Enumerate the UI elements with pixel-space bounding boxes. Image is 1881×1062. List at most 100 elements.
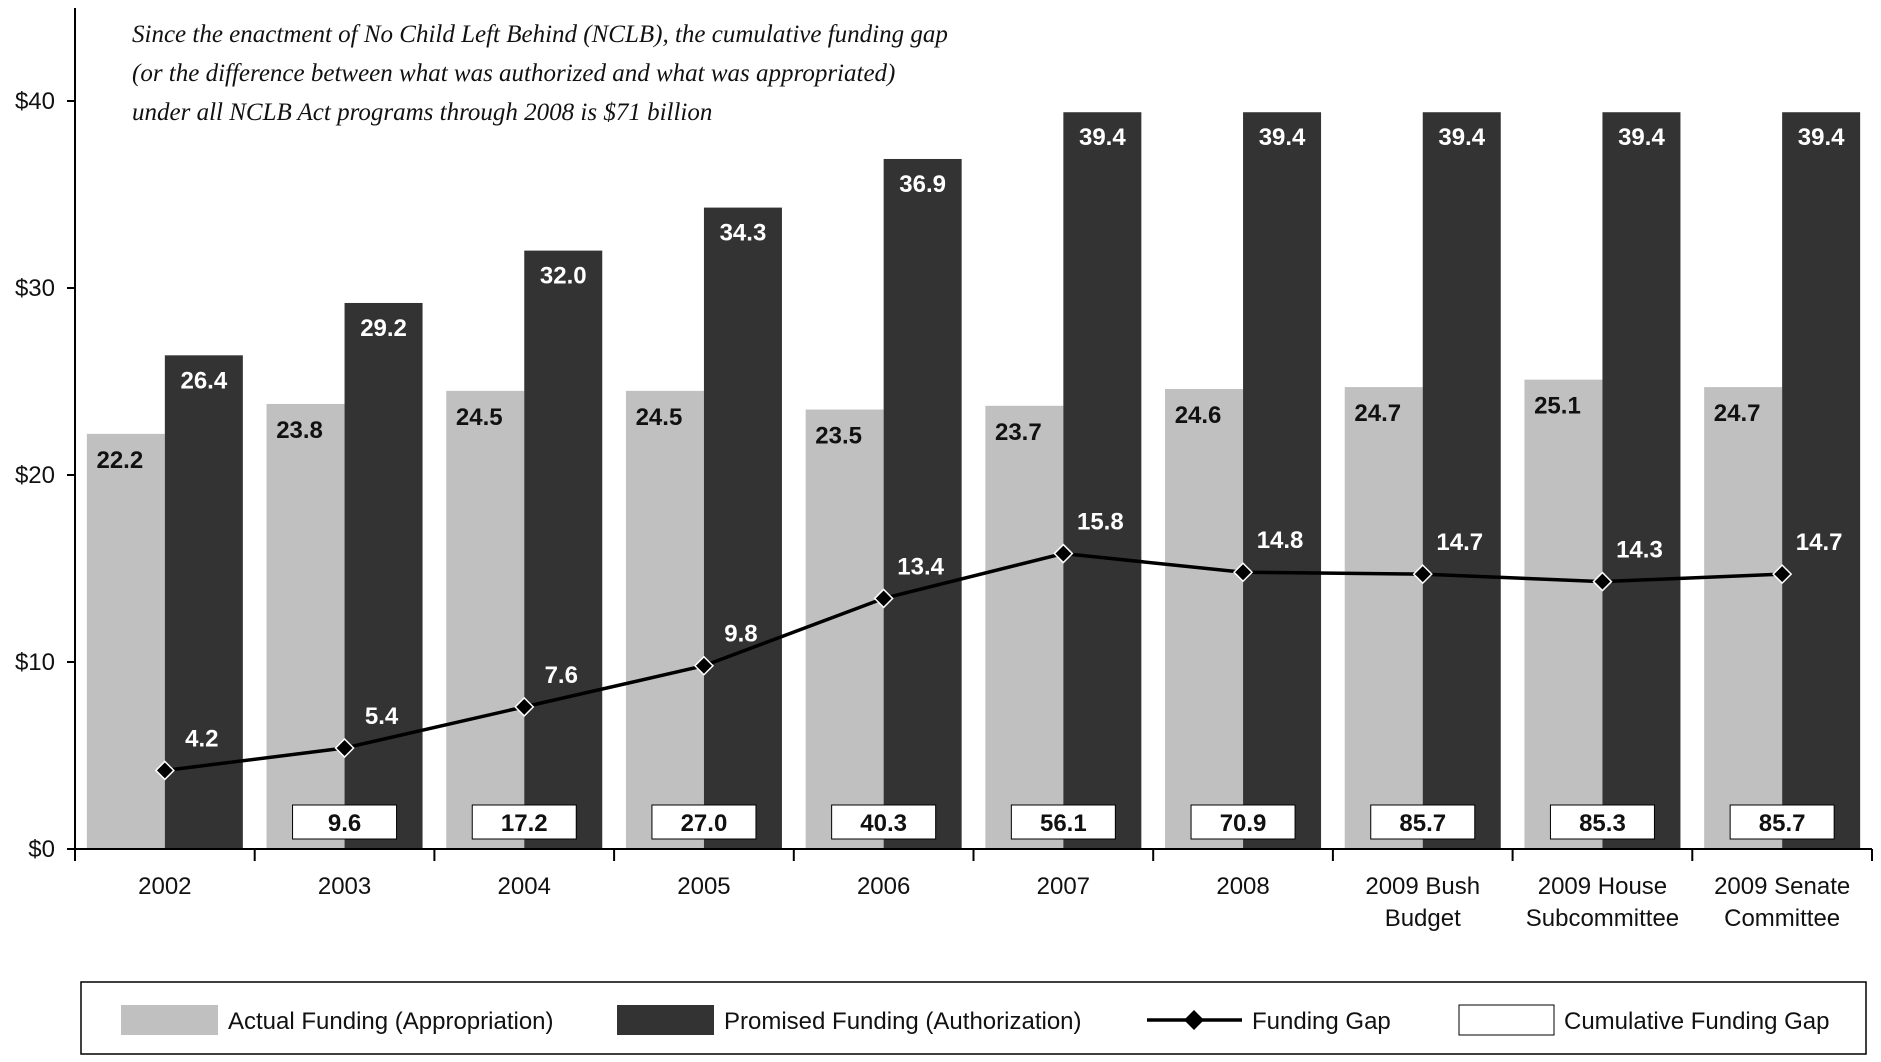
- funding-gap-label: 14.8: [1257, 527, 1304, 554]
- cumulative-box: [1549, 804, 1655, 840]
- cumulative-box: [1010, 804, 1116, 840]
- legend-label-promised: Promised Funding (Authorization): [724, 1008, 1082, 1035]
- y-tick-label: $10: [15, 649, 55, 676]
- cumulative-box: [1729, 804, 1835, 840]
- bar-actual-label: 24.6: [1175, 402, 1222, 429]
- y-tick-label: $20: [15, 462, 55, 489]
- cumulative-box: [471, 804, 577, 840]
- funding-gap-label: 14.7: [1436, 529, 1483, 556]
- funding-gap-label: 7.6: [545, 662, 578, 689]
- bar-promised: [1063, 112, 1142, 850]
- bar-actual: [1165, 388, 1244, 849]
- bar-promised: [524, 250, 603, 850]
- x-tick-label-line: Committee: [1724, 905, 1840, 932]
- legend: Actual Funding (Appropriation) Promised F…: [80, 981, 1867, 1055]
- bar-promised-label: 39.4: [1259, 124, 1306, 151]
- x-tick-label: 2004: [498, 873, 551, 900]
- bar-actual-label: 24.5: [636, 404, 683, 431]
- bar-promised: [164, 355, 243, 849]
- legend-frame: [80, 981, 1867, 1055]
- bar-actual: [446, 390, 525, 849]
- bar-actual: [1524, 379, 1603, 849]
- bar-actual: [805, 409, 884, 849]
- funding-gap-point: [693, 655, 715, 676]
- cumulative-box-label: 85.3: [1579, 810, 1626, 837]
- bar-actual: [1704, 387, 1783, 849]
- x-tick-label: 2003: [318, 873, 371, 900]
- bar-promised-label: 39.4: [1798, 124, 1845, 151]
- cumulative-box: [292, 804, 398, 840]
- bar-promised-label: 36.9: [899, 171, 946, 198]
- legend-label-cumulative: Cumulative Funding Gap: [1564, 1008, 1829, 1035]
- bar-actual-label: 22.2: [96, 447, 143, 474]
- x-tick-label: 2009 Bush Budget: [1365, 873, 1480, 932]
- x-tick-label: 2008: [1216, 873, 1269, 900]
- funding-gap-point: [1592, 571, 1613, 592]
- x-tick-label-line: 2009 Bush: [1365, 873, 1480, 900]
- bar-promised-label: 39.4: [1079, 124, 1126, 151]
- x-tick-label: 2009 Senate Committee: [1714, 873, 1850, 932]
- bar-actual: [266, 403, 345, 849]
- cumulative-box-label: 9.6: [328, 810, 361, 837]
- x-tick-label-line: 2006: [857, 873, 910, 900]
- axes: $0 $10 $20 $30 $40 2002 2003 2004 2005 2006 2007 20…: [15, 8, 1873, 932]
- funding-gap-point: [514, 696, 535, 717]
- bar-promised: [1782, 112, 1861, 850]
- annotation-line: under all NCLB Act programs through 2008…: [132, 99, 712, 126]
- legend-swatch-gap-marker: [1184, 1010, 1204, 1030]
- bar-actual-label: 24.7: [1714, 400, 1761, 427]
- legend-label-gap: Funding Gap: [1252, 1008, 1391, 1035]
- y-tick-label: $30: [15, 275, 55, 302]
- bar-actual: [625, 390, 704, 849]
- bar-promised-label: 26.4: [180, 367, 227, 394]
- bar-promised-label: 39.4: [1438, 124, 1485, 151]
- bar-promised-label: 32.0: [540, 263, 587, 290]
- funding-gap-label: 5.4: [365, 703, 399, 730]
- x-tick-label: 2006: [857, 873, 910, 900]
- funding-gap-label: 15.8: [1077, 509, 1124, 536]
- x-tick-label: 2005: [677, 873, 730, 900]
- bar-promised: [703, 207, 782, 850]
- cumulative-boxes: 9.6 17.2 27.0 40.3 56.1 70.9 85.7 85.3 85.7: [292, 804, 1835, 840]
- bar-actual: [985, 405, 1064, 849]
- funding-gap-polyline: [164, 551, 1783, 773]
- x-tick-label-line: 2004: [498, 873, 551, 900]
- bar-promised: [344, 302, 423, 850]
- funding-gap-label: 13.4: [897, 553, 944, 580]
- bar-actual: [1344, 387, 1423, 849]
- legend-swatch-promised: [617, 1005, 714, 1035]
- bars: 22.2 26.4 23.8 29.2 24.5 32.0 24.5 34.3 23.5 36.9…: [86, 112, 1861, 850]
- funding-gap-label: 14.7: [1796, 529, 1843, 556]
- y-tick-label: $40: [15, 88, 55, 115]
- cumulative-box: [651, 804, 757, 840]
- x-tick-label-line: Budget: [1385, 905, 1461, 932]
- cumulative-box-label: 27.0: [681, 810, 728, 837]
- annotation-line: Since the enactment of No Child Left Beh…: [132, 21, 948, 48]
- cumulative-box-label: 40.3: [860, 810, 907, 837]
- legend-swatch-actual: [121, 1005, 218, 1035]
- x-tick-label-line: 2009 House: [1538, 873, 1667, 900]
- legend-swatch-cumulative: [1458, 1004, 1555, 1036]
- y-tick-label: $0: [28, 836, 55, 863]
- funding-gap-point: [1232, 562, 1254, 583]
- bar-actual-label: 24.7: [1354, 400, 1401, 427]
- bar-promised: [1243, 112, 1322, 850]
- cumulative-box: [1370, 804, 1476, 840]
- x-tick-label-line: 2002: [138, 873, 191, 900]
- bar-promised-label: 29.2: [360, 315, 407, 342]
- x-tick-label: 2002: [138, 873, 191, 900]
- funding-gap-point: [1772, 564, 1793, 585]
- bar-promised: [1602, 112, 1681, 850]
- funding-gap-label: 4.2: [185, 725, 218, 752]
- funding-gap-point: [873, 588, 894, 609]
- cumulative-box-label: 85.7: [1759, 810, 1806, 837]
- bar-actual: [86, 433, 165, 849]
- funding-gap-label: 9.8: [724, 621, 757, 648]
- funding-gap-point: [154, 760, 175, 781]
- bar-promised: [1422, 112, 1501, 850]
- bar-promised-label: 34.3: [720, 220, 767, 247]
- annotation: Since the enactment of No Child Left Beh…: [132, 21, 948, 126]
- bar-actual-label: 23.5: [815, 423, 862, 450]
